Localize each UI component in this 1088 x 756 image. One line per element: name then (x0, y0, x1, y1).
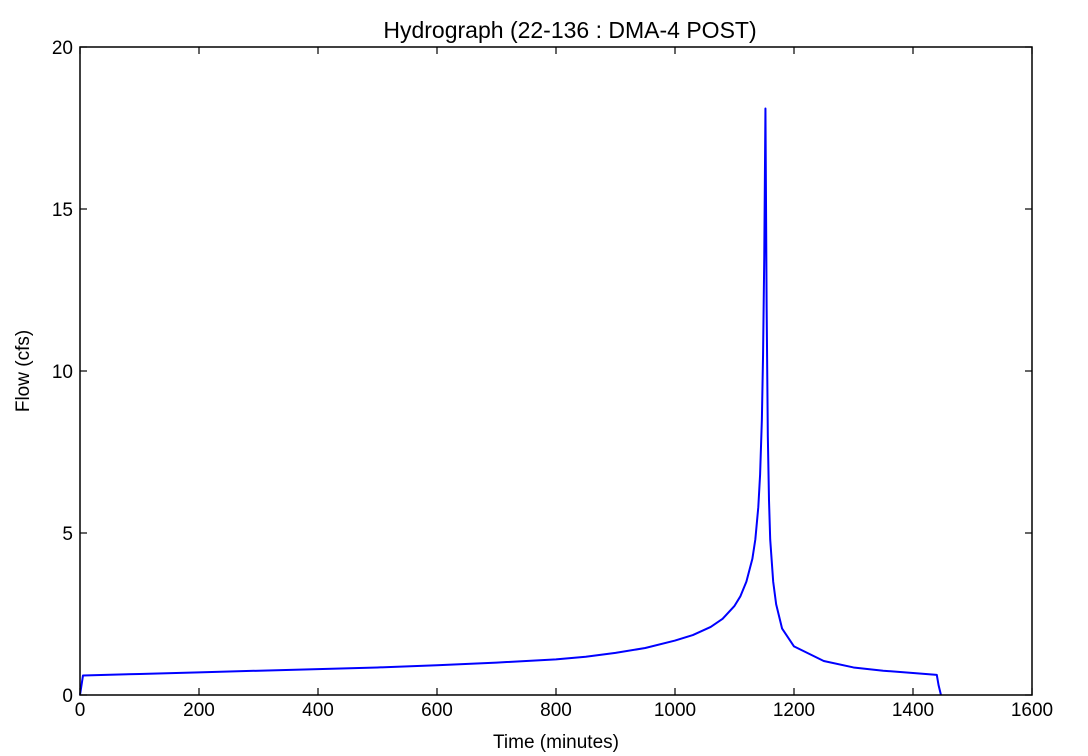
x-axis-title: Time (minutes) (493, 732, 619, 753)
x-tick-label: 800 (540, 700, 572, 721)
x-tick-label: 1400 (892, 700, 934, 721)
y-axis: 0 5 10 15 20 (52, 38, 1032, 707)
y-tick-label: 0 (62, 686, 73, 707)
y-tick-label: 5 (62, 524, 73, 545)
x-tick-label: 400 (302, 700, 334, 721)
y-tick-label: 20 (52, 38, 73, 59)
chart-title: Hydrograph (22-136 : DMA-4 POST) (383, 17, 756, 43)
series-layer (79, 107, 942, 696)
y-axis-title: Flow (cfs) (13, 330, 34, 412)
x-tick-label: 200 (183, 700, 215, 721)
x-tick-label: 1200 (773, 700, 815, 721)
x-tick-label: 1000 (654, 700, 696, 721)
series-line-1 (79, 107, 942, 696)
x-tick-label: 0 (75, 700, 86, 721)
y-tick-label: 15 (52, 200, 73, 221)
x-tick-label: 600 (421, 700, 453, 721)
x-axis: 0 200 400 600 800 1000 1200 1400 1600 (75, 47, 1053, 721)
y-tick-label: 10 (52, 362, 73, 383)
x-tick-label: 1600 (1011, 700, 1053, 721)
